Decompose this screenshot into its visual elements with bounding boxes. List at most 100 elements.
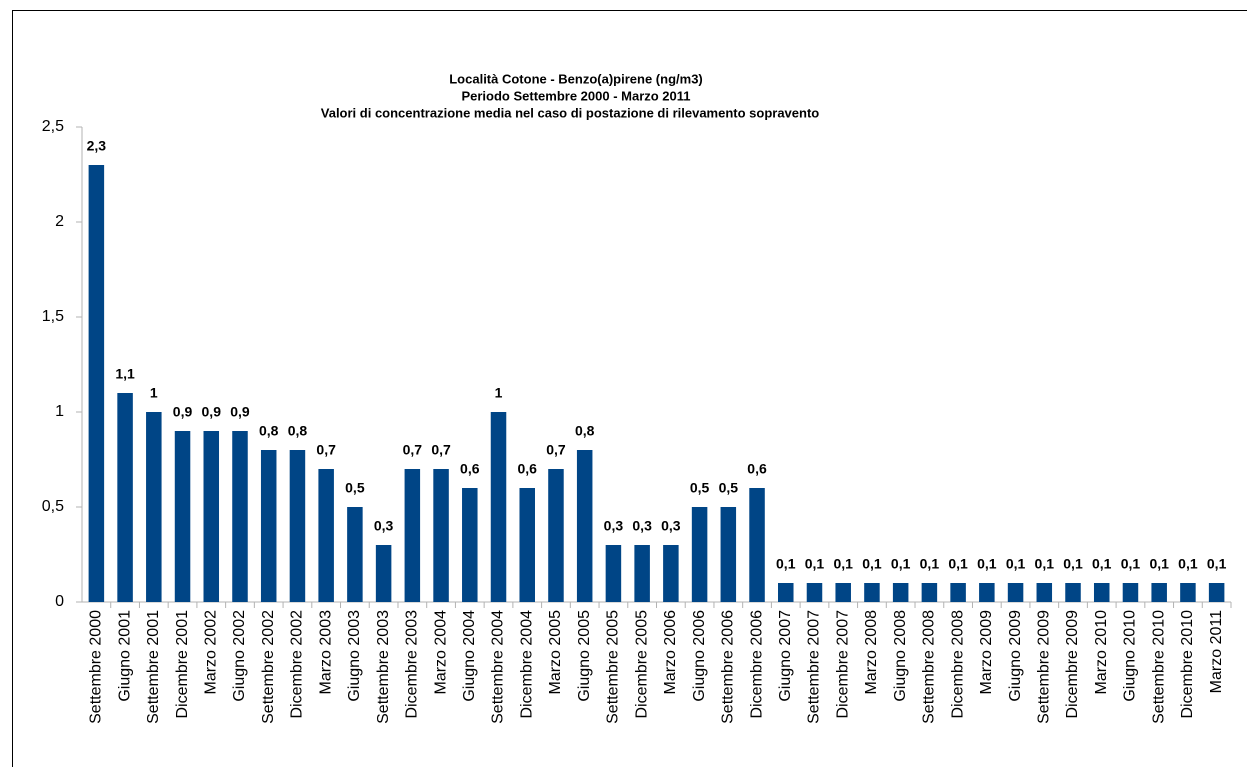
x-tick-label: Settembre 2002 [260,610,277,724]
bar [806,583,823,602]
x-tick-label: Settembre 2001 [145,610,162,724]
bar [375,545,392,602]
y-tick-label: 1,5 [42,308,64,325]
bar [576,450,593,602]
x-tick-label: Giugno 2001 [116,610,133,702]
y-tick-label: 2,5 [42,118,64,135]
x-tick-label: Marzo 2011 [1208,610,1225,693]
bar [749,488,765,602]
value-label: 0,3 [374,518,394,534]
x-tick-label: Giugno 2006 [691,610,708,702]
bar [1093,583,1110,602]
y-tick-label: 1 [55,403,64,420]
value-label: 0,9 [173,404,193,420]
bar [318,469,334,602]
bar [1208,583,1225,602]
value-label: 0,5 [690,480,710,496]
bar [462,488,478,602]
bar [892,583,909,602]
value-label: 0,8 [288,423,308,439]
value-label: 2,3 [87,138,107,154]
bar [347,507,363,602]
value-label: 0,7 [546,442,566,458]
value-label: 0,5 [345,480,365,496]
bar [117,393,133,602]
x-tick-label: Giugno 2003 [346,610,363,702]
x-tick-label: Dicembre 2003 [404,610,421,719]
x-tick-label: Marzo 2008 [863,610,880,695]
value-label: 0,1 [1006,556,1026,572]
value-label: 0,3 [661,518,681,534]
bar [835,583,851,602]
value-label: 0,1 [1063,556,1083,572]
value-label: 0,6 [518,461,538,477]
bar [605,545,622,602]
bar [1036,583,1053,602]
value-label: 0,1 [805,556,825,572]
bar [864,583,880,602]
value-label: 0,7 [431,442,451,458]
x-tick-label: Marzo 2003 [317,610,334,695]
x-tick-label: Giugno 2010 [1122,610,1139,702]
value-label: 0,8 [259,423,279,439]
value-label: 0,1 [833,556,853,572]
bar [146,412,162,602]
x-tick-label: Settembre 2010 [1150,610,1167,724]
bar [1007,583,1024,602]
value-label: 0,3 [632,518,652,534]
bar [174,431,191,602]
bar [433,469,449,602]
x-tick-label: Giugno 2005 [576,610,593,702]
x-tick-label: Settembre 2003 [375,610,392,724]
bar [289,450,306,602]
bar [203,431,220,602]
x-tick-label: Giugno 2002 [231,610,248,702]
x-tick-label: Marzo 2005 [547,610,564,695]
bar [1065,583,1081,602]
x-tick-label: Dicembre 2001 [174,610,191,719]
bar [663,545,679,602]
x-tick-label: Marzo 2006 [662,610,679,695]
value-label: 0,1 [1121,556,1141,572]
bar [490,412,507,602]
value-label: 0,8 [575,423,595,439]
value-label: 0,1 [776,556,796,572]
value-label: 0,9 [202,404,222,420]
bar [691,507,708,602]
x-tick-label: Settembre 2005 [605,610,622,724]
x-tick-label: Giugno 2004 [461,610,478,702]
x-tick-label: Marzo 2002 [202,610,219,695]
value-label: 1 [495,385,503,401]
chart-subtitle: Valori di concentrazione media nel caso … [321,105,820,120]
bar [232,431,248,602]
bar [979,583,995,602]
value-label: 0,7 [403,442,423,458]
x-tick-label: Giugno 2008 [892,610,909,702]
chart-title: Località Cotone - Benzo(a)pirene (ng/m3) [449,71,703,86]
bar [519,488,535,602]
x-tick-label: Settembre 2004 [490,610,507,724]
y-tick-label: 0,5 [42,498,64,515]
x-tick-label: Settembre 2008 [921,610,938,724]
value-label: 0,1 [977,556,997,572]
bar [404,469,421,602]
value-label: 0,1 [1035,556,1055,572]
value-label: 1 [150,385,158,401]
value-label: 0,1 [1092,556,1112,572]
value-label: 0,6 [460,461,480,477]
x-tick-label: Settembre 2009 [1036,610,1053,724]
bar [88,165,105,602]
bar [778,583,794,602]
x-tick-label: Giugno 2007 [777,610,794,702]
x-tick-label: Dicembre 2004 [518,610,535,719]
x-tick-label: Settembre 2006 [720,610,737,724]
bar [1180,583,1196,602]
x-tick-label: Giugno 2009 [1007,610,1024,702]
bar [548,469,564,602]
value-label: 0,6 [747,461,767,477]
value-label: 0,1 [1149,556,1169,572]
x-tick-label: Dicembre 2006 [748,610,765,719]
x-tick-label: Dicembre 2002 [289,610,306,719]
value-label: 0,1 [1207,556,1227,572]
